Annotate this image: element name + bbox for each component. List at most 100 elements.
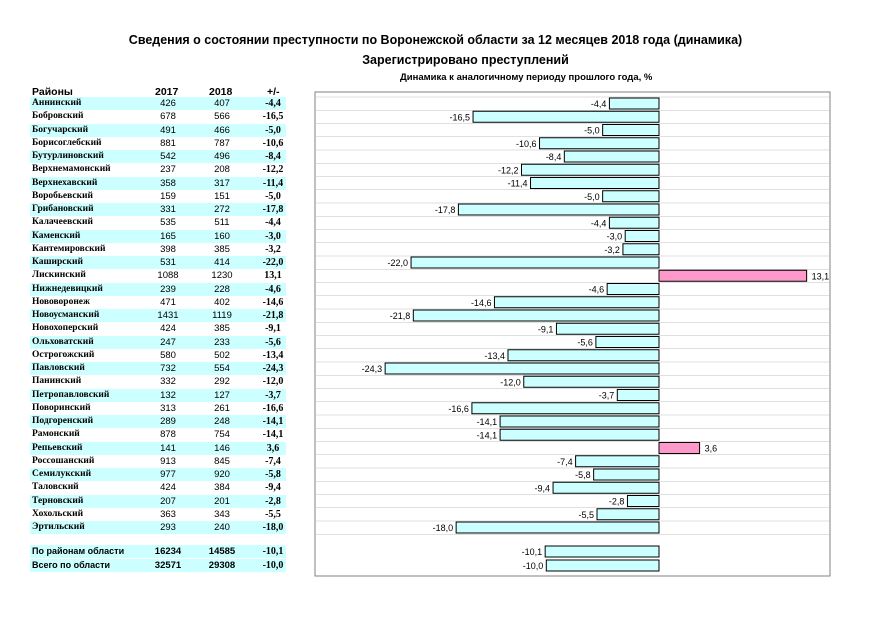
table-row: Подгоренский 289 248 -14,1 [30, 415, 286, 428]
value-2017: 16234 [154, 546, 182, 557]
district-data-label: -16,5 [450, 112, 471, 122]
value-2018: 146 [214, 442, 230, 454]
table-row: Терновский 207 201 -2,8 [30, 494, 286, 508]
district-bar [552, 481, 660, 494]
value-2018: 208 [214, 164, 230, 176]
district-bar [602, 124, 660, 136]
table-row: Нововоронеж 471 402 -14,6 [30, 296, 286, 309]
value-2018: 292 [214, 376, 230, 388]
district-data-label: -11,4 [508, 179, 528, 189]
value-2017: 165 [160, 230, 176, 242]
table-row: Петропавловский 132 127 -3,7 [30, 388, 286, 402]
change-percent: -4,4 [265, 217, 281, 229]
district-bar [384, 362, 660, 375]
value-2018: 414 [214, 257, 230, 268]
change-percent: -7,4 [265, 455, 281, 467]
district-bar [658, 442, 701, 454]
district-name: Лискинский [32, 270, 86, 281]
table-row: Верхнехавский 358 317 -11,4 [30, 176, 286, 190]
value-2017: 363 [160, 508, 176, 520]
district-bar [521, 163, 660, 176]
value-2018: 511 [214, 217, 230, 229]
value-2018: 845 [214, 455, 230, 467]
change-percent: 3,6 [266, 442, 280, 454]
total-data-label: -10,1 [522, 547, 543, 557]
change-percent: -2,8 [265, 495, 281, 507]
district-data-label: -14,1 [477, 417, 498, 427]
district-data-label: -5,5 [578, 510, 594, 520]
total-bar [544, 545, 660, 558]
district-bar [593, 468, 660, 481]
value-2018: 248 [214, 416, 230, 427]
district-data-label: -12,0 [500, 377, 521, 387]
district-name: Бобровский [32, 111, 84, 122]
value-2018: 466 [214, 124, 230, 136]
page-subtitle: Зарегистрировано преступлений [362, 53, 569, 67]
district-bar [493, 296, 660, 309]
value-2017: 207 [160, 495, 176, 507]
district-name: Петропавловский [32, 389, 110, 400]
value-2017: 313 [160, 402, 176, 414]
value-2018: 554 [214, 363, 230, 374]
table-row: Хохольский 363 343 -5,5 [30, 508, 286, 521]
value-2017: 247 [160, 336, 176, 348]
district-bar [471, 402, 660, 415]
value-2018: 384 [214, 482, 230, 494]
table-row: Калачеевский 535 511 -4,4 [30, 216, 286, 229]
district-bar [539, 137, 660, 150]
district-name: Нововоронеж [32, 296, 90, 307]
value-2017: 977 [160, 469, 176, 480]
change-percent: -22,0 [262, 257, 284, 268]
district-data-label: -21,8 [390, 311, 411, 321]
change-percent: -16,5 [262, 111, 284, 123]
value-2018: 385 [214, 323, 230, 335]
district-data-label: -7,4 [557, 457, 573, 467]
district-name: Таловский [32, 482, 79, 493]
table-row: Каменский 165 160 -3,0 [30, 229, 286, 243]
district-bar [523, 375, 660, 388]
district-name: Репьевский [32, 442, 83, 453]
district-bar [499, 428, 660, 441]
value-2017: 398 [160, 243, 176, 255]
value-2017: 535 [160, 217, 176, 229]
value-2017: 881 [160, 137, 176, 149]
value-2017: 332 [160, 376, 176, 388]
value-2018: 127 [214, 389, 230, 401]
header-2017: 2017 [155, 86, 179, 98]
district-bar [563, 150, 660, 163]
value-2018: 920 [214, 469, 230, 480]
table-row: Борисоглебский 881 787 -10,6 [30, 137, 286, 150]
change-percent: -9,1 [265, 323, 281, 335]
district-data-label: -22,0 [388, 258, 409, 268]
district-data-label: -9,4 [535, 483, 551, 493]
district-data-label: -16,6 [448, 404, 469, 414]
change-percent: -8,4 [265, 151, 281, 162]
district-data-label: -12,2 [498, 165, 519, 175]
district-bar [602, 190, 660, 203]
table-row: Рамонский 878 754 -14,1 [30, 428, 286, 441]
value-2018: 1119 [212, 310, 232, 321]
change-percent: -10,1 [262, 546, 284, 557]
chart-title: Динамика к аналогичному периоду прошлого… [400, 72, 653, 83]
change-percent: -12,2 [262, 164, 284, 176]
value-2018: 787 [214, 137, 230, 149]
value-2018: 1230 [211, 270, 233, 282]
district-data-label: -5,6 [577, 338, 593, 348]
value-2017: 237 [160, 164, 176, 176]
district-bar [457, 203, 660, 216]
district-name: Каменский [32, 230, 81, 241]
data-table: Аннинский 426 407 -4,4 Бобровский 678 566 -16,5… [0, 0, 320, 617]
value-2018: 407 [214, 98, 230, 109]
district-name: Верхнехавский [32, 177, 98, 188]
table-row: Воробьевский 159 151 -5,0 [30, 190, 286, 203]
value-2018: 233 [214, 336, 230, 348]
district-name: Панинский [32, 376, 82, 387]
table-row: Грибановский 331 272 -17,8 [30, 203, 286, 216]
value-2017: 491 [160, 124, 176, 136]
table-row: Нижнедевицкий 239 228 -4,6 [30, 282, 286, 296]
change-percent: -18,0 [262, 522, 284, 533]
district-bar [472, 110, 660, 123]
district-bar [622, 243, 660, 256]
district-data-label: -10,6 [516, 139, 537, 149]
district-name: Острогожский [32, 349, 95, 360]
